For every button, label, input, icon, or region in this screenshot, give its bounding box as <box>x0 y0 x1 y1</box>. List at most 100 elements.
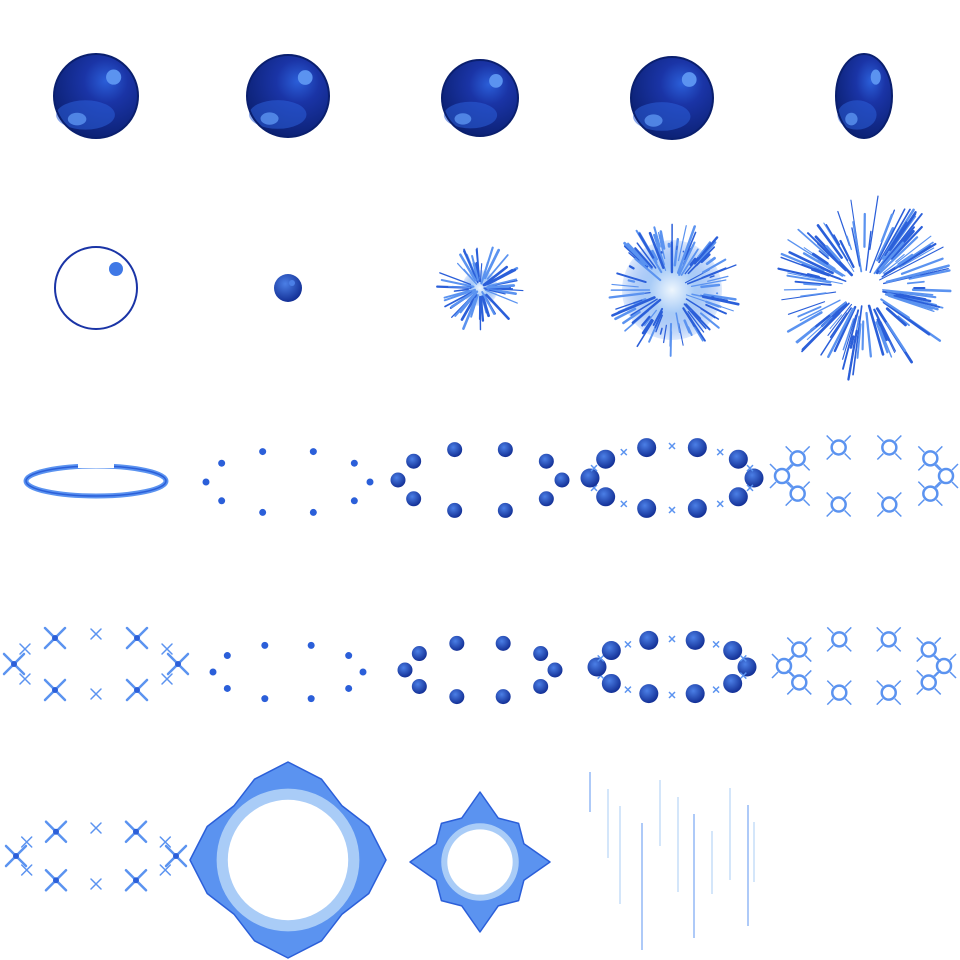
burst-ray <box>878 241 905 272</box>
ring-cross <box>20 836 33 848</box>
ring-dot <box>580 468 600 488</box>
burst-ray <box>686 312 706 342</box>
ring-cross <box>161 643 173 655</box>
burst-ray <box>876 227 895 262</box>
ring-cross-core <box>53 828 59 835</box>
ring-dot <box>637 498 657 518</box>
ring-dot <box>218 459 226 467</box>
ring-dot <box>223 684 231 692</box>
ring-sparkle <box>881 439 898 456</box>
ring-sparkle-rays <box>786 637 812 663</box>
burst-ray <box>659 230 666 250</box>
ring-spark <box>746 464 754 472</box>
frame-orb-2 <box>246 54 330 138</box>
burst-ray <box>865 311 872 358</box>
burst-ray <box>482 265 509 287</box>
burst-ray <box>820 307 852 356</box>
burst-ray <box>876 213 923 272</box>
burst-ray <box>479 296 485 322</box>
ring-cross-core <box>133 877 139 884</box>
burst-ray <box>608 292 645 299</box>
ring-sparkle-rays <box>786 669 812 695</box>
ring-dot <box>259 508 267 516</box>
star-flare-center <box>447 829 513 895</box>
burst-ray <box>652 307 664 326</box>
burst-ray <box>634 258 662 282</box>
ring-dot <box>639 684 659 704</box>
burst-ray <box>699 312 720 329</box>
ring-spark <box>597 654 605 662</box>
ring-spark <box>746 484 754 492</box>
frame-sparkle-ring-a <box>769 434 959 518</box>
ring-dot <box>639 630 659 650</box>
burst-ray <box>906 266 944 278</box>
frame-burst-scatter <box>777 195 952 381</box>
burst-ray <box>781 291 837 301</box>
ring-dot <box>637 438 657 458</box>
burst-ray <box>802 252 844 277</box>
frame-dot-ring-large-a <box>580 438 764 518</box>
ring-dot <box>261 641 269 649</box>
burst-ray <box>817 242 847 272</box>
ring-sparkle-rays <box>916 637 942 663</box>
burst-ray <box>653 233 665 266</box>
burst-ray <box>622 310 641 325</box>
burst-ray <box>865 230 872 271</box>
burst-ray <box>882 235 932 274</box>
ring-dot <box>533 646 549 662</box>
orb-outline <box>441 59 519 137</box>
burst-ray <box>639 259 646 266</box>
ring-dot <box>547 662 563 678</box>
ring-sparkle <box>920 674 937 691</box>
ring-dot <box>737 657 757 677</box>
frame-orb-1 <box>53 53 139 139</box>
burst-ray <box>627 242 653 270</box>
ring-sparkle-rays <box>917 445 943 471</box>
burst-ray <box>488 288 517 296</box>
ring-spark <box>668 691 676 699</box>
ring-dot <box>350 497 358 505</box>
burst-ray <box>480 246 494 285</box>
ring-sparkle <box>830 496 847 513</box>
burst-ray <box>875 321 889 354</box>
frame-star-flare-large <box>189 761 387 959</box>
ring-sparkle-rays <box>917 481 943 507</box>
burst-ray <box>701 295 740 306</box>
frame-orb-4 <box>630 56 714 140</box>
burst-ray <box>882 300 931 336</box>
burst-ray <box>705 256 716 266</box>
ring-sparkle <box>880 684 897 701</box>
ring-sparkle <box>880 631 897 648</box>
burst-ray <box>852 305 863 376</box>
burst-ray <box>690 279 727 287</box>
ring-dot <box>309 448 317 456</box>
burst-ray <box>867 304 885 356</box>
ring-spark <box>716 448 724 456</box>
burst-ray <box>884 221 908 257</box>
ring-sparkle-rays <box>826 492 852 518</box>
ring-sparkle-rays <box>785 445 811 471</box>
burst-ray <box>686 272 716 285</box>
orb-outline <box>835 53 893 139</box>
burst-ray <box>693 236 719 265</box>
ring-sparkle <box>831 631 848 648</box>
ring-sparkle-rays <box>771 653 797 679</box>
burst-ray <box>707 302 720 308</box>
burst-ray <box>852 221 863 273</box>
star-flare-center <box>227 799 349 921</box>
burst-ray <box>631 298 662 324</box>
ring-dot <box>345 652 353 660</box>
burst-ray <box>692 324 704 342</box>
orb-highlight <box>297 70 313 85</box>
ring-cross <box>90 628 102 640</box>
ring-sparkle-rays <box>876 626 902 652</box>
burst-ray <box>611 296 656 317</box>
burst-ray <box>878 325 893 358</box>
burst-ray <box>787 272 843 285</box>
burst-ray <box>825 245 841 262</box>
frame-ring-outline <box>54 246 138 330</box>
ring-sparkle <box>789 450 806 467</box>
burst-ray <box>788 251 834 275</box>
burst-ray <box>450 291 475 308</box>
ring-cross <box>90 822 102 834</box>
